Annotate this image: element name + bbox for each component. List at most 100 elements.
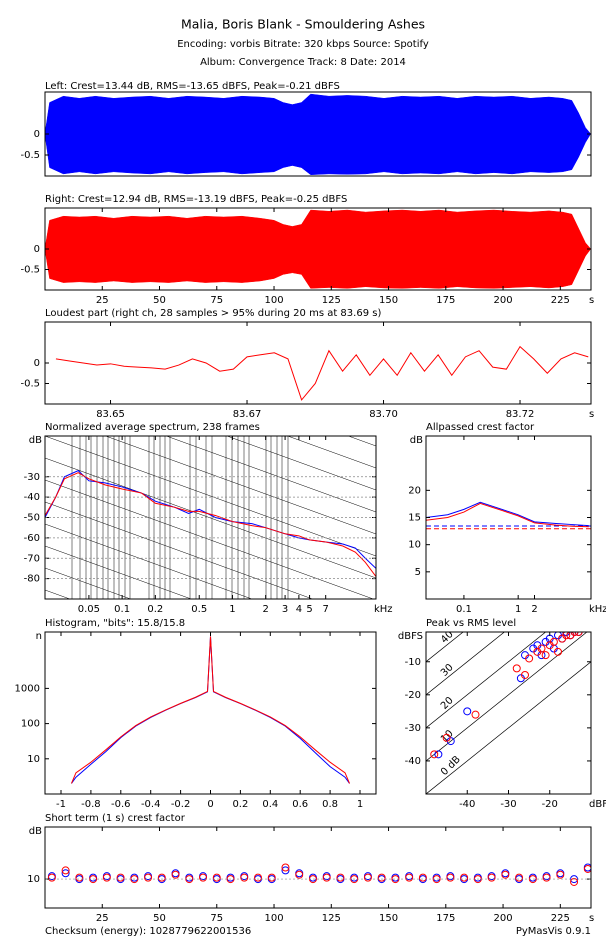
point <box>405 873 414 882</box>
x-tick-label: 1 <box>515 604 521 615</box>
x-tick-label: -40 <box>459 799 475 810</box>
plot-area <box>45 93 591 175</box>
point <box>267 873 276 882</box>
y-tick-label: -30 <box>405 723 421 734</box>
x-tick-label: 175 <box>436 295 455 306</box>
axes-frame <box>425 631 592 795</box>
x-tick-label: 0.4 <box>262 799 278 810</box>
point <box>377 873 386 882</box>
x-tick-label: 0.05 <box>78 604 100 615</box>
point <box>322 873 331 882</box>
point <box>521 670 529 679</box>
y-tick-label: -0.5 <box>20 150 40 161</box>
x-tick-label: 0.1 <box>456 604 472 615</box>
x-axis-label: kHz <box>589 604 606 615</box>
point <box>253 873 262 882</box>
point <box>442 733 451 742</box>
x-tick-label: 0.5 <box>191 604 207 615</box>
x-tick-label: 225 <box>551 295 570 306</box>
point <box>537 644 546 653</box>
x-axis-label: dBFS <box>589 799 606 810</box>
x-tick-label: 7 <box>323 604 329 615</box>
x-tick-label: 100 <box>264 913 283 924</box>
x-tick-label: 83.70 <box>369 409 398 420</box>
point <box>583 864 591 873</box>
point <box>281 863 290 872</box>
y-tick-label: -60 <box>24 533 40 544</box>
x-tick-label: 5 <box>306 604 312 615</box>
point <box>281 866 290 875</box>
y-axis-label: dB <box>29 435 42 446</box>
slope-line <box>45 545 192 599</box>
x-tick-label: 25 <box>96 295 109 306</box>
report-encoding: Encoding: vorbis Bitrate: 320 kbps Sourc… <box>177 39 429 50</box>
point <box>562 632 571 640</box>
point <box>363 873 372 882</box>
axes-frame <box>44 826 592 909</box>
x-tick-label: 150 <box>379 295 398 306</box>
point <box>525 654 534 663</box>
x-tick-label: 0.2 <box>147 604 163 615</box>
point <box>556 870 565 879</box>
slope-line <box>45 479 374 599</box>
y-tick-label: 100 <box>21 719 40 730</box>
point <box>487 873 496 882</box>
x-tick-label: 75 <box>210 295 223 306</box>
x-tick-label: 200 <box>494 295 513 306</box>
crest-diagonal <box>426 632 547 729</box>
point <box>212 873 221 882</box>
slope-line <box>45 567 132 599</box>
point <box>430 750 439 759</box>
crest-diagonal <box>426 661 591 794</box>
x-tick-label: -30 <box>500 799 516 810</box>
x-tick-label: 2 <box>531 604 537 615</box>
point <box>418 873 427 882</box>
y-tick-label: 5 <box>415 567 421 578</box>
point <box>570 877 579 886</box>
crest-diagonal <box>426 632 464 663</box>
point <box>295 870 304 879</box>
axes-frame <box>425 435 592 600</box>
y-tick-label: 15 <box>408 513 421 524</box>
slope-line <box>286 436 376 469</box>
slope-line <box>104 436 376 535</box>
point <box>554 647 562 656</box>
axes-frame <box>44 435 377 600</box>
x-tick-label: -0.2 <box>171 799 191 810</box>
series-line <box>55 345 589 401</box>
point <box>542 873 551 882</box>
y-tick-label: -10 <box>405 657 421 668</box>
y-axis-label: dB <box>29 826 42 837</box>
x-tick-label: -0.6 <box>111 799 131 810</box>
x-tick-label: 0.2 <box>232 799 248 810</box>
chart-title: Short term (1 s) crest factor <box>45 813 186 824</box>
axes-frame <box>44 631 377 795</box>
x-tick-label: 0.8 <box>322 799 338 810</box>
point <box>61 869 70 878</box>
point <box>434 750 443 759</box>
slope-line <box>45 501 314 599</box>
point <box>116 873 125 882</box>
x-axis-label: s <box>589 295 594 306</box>
x-tick-label: 0 <box>207 799 213 810</box>
y-axis-label: n <box>36 631 42 642</box>
x-tick-label: 25 <box>96 913 109 924</box>
chart-title: Loudest part (right ch, 28 samples > 95%… <box>45 308 381 319</box>
series-line <box>426 502 589 528</box>
point <box>574 632 583 636</box>
point <box>446 873 455 882</box>
waveform <box>45 209 591 289</box>
point <box>102 873 111 882</box>
point <box>199 873 208 882</box>
y-tick-label: 1000 <box>15 683 40 694</box>
x-axis-label: kHz <box>374 604 393 615</box>
y-tick-label: -0.5 <box>20 265 40 276</box>
chart-title: Allpassed crest factor <box>426 422 535 433</box>
point <box>144 873 153 882</box>
point <box>171 870 180 879</box>
slope-line <box>45 523 253 599</box>
chart-title: Right: Crest=12.94 dB, RMS=-13.19 dBFS, … <box>45 194 347 205</box>
x-tick-label: -20 <box>542 799 558 810</box>
y-tick-label: -50 <box>24 513 40 524</box>
